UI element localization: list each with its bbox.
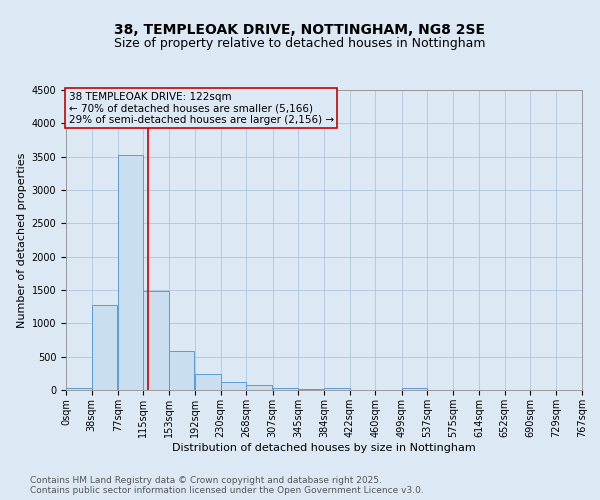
Bar <box>402 388 427 390</box>
Bar <box>272 388 298 390</box>
X-axis label: Distribution of detached houses by size in Nottingham: Distribution of detached houses by size … <box>172 442 476 452</box>
Bar <box>195 374 221 390</box>
Bar <box>66 388 92 390</box>
Text: 38, TEMPLEOAK DRIVE, NOTTINGHAM, NG8 2SE: 38, TEMPLEOAK DRIVE, NOTTINGHAM, NG8 2SE <box>115 22 485 36</box>
Text: 38 TEMPLEOAK DRIVE: 122sqm
← 70% of detached houses are smaller (5,166)
29% of s: 38 TEMPLEOAK DRIVE: 122sqm ← 70% of deta… <box>68 92 334 124</box>
Y-axis label: Number of detached properties: Number of detached properties <box>17 152 28 328</box>
Bar <box>143 292 169 390</box>
Text: Contains HM Land Registry data © Crown copyright and database right 2025.
Contai: Contains HM Land Registry data © Crown c… <box>30 476 424 495</box>
Bar <box>118 156 143 390</box>
Bar <box>169 352 194 390</box>
Text: Size of property relative to detached houses in Nottingham: Size of property relative to detached ho… <box>114 38 486 51</box>
Bar <box>298 388 323 390</box>
Bar <box>92 304 117 390</box>
Bar <box>325 388 350 390</box>
Bar <box>221 382 246 390</box>
Bar <box>246 386 272 390</box>
